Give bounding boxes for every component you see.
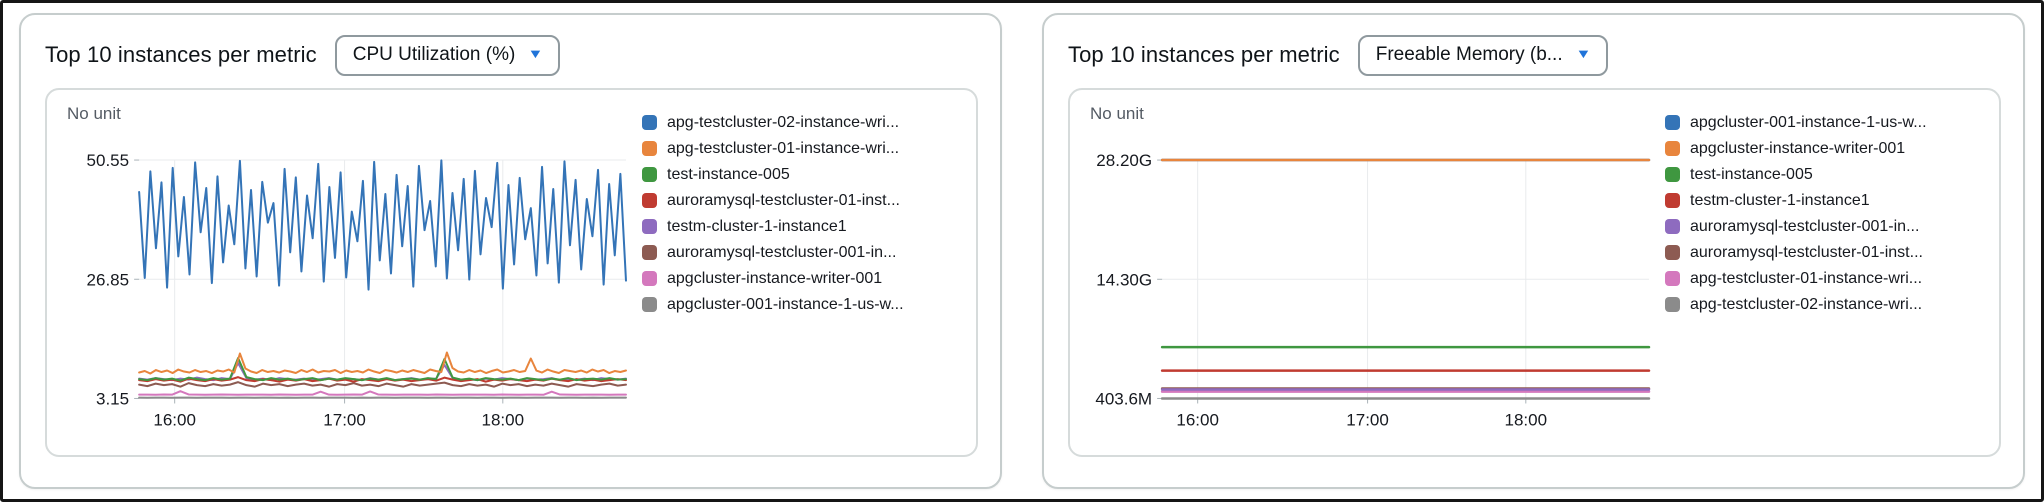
legend-swatch-icon: [642, 141, 657, 157]
x-tick-label: 18:00: [482, 410, 525, 429]
unit-label: No unit: [67, 103, 121, 123]
metric-dropdown[interactable]: Freeable Memory (b... ▼: [1357, 35, 1608, 76]
legend-item[interactable]: auroramysql-testcluster-01-inst...: [642, 192, 962, 210]
metric-dropdown-label: CPU Utilization (%): [352, 44, 516, 65]
legend-label: apgcluster-instance-writer-001: [667, 269, 883, 287]
legend-label: apgcluster-001-instance-1-us-w...: [1690, 113, 1927, 131]
x-tick-label: 18:00: [1505, 410, 1548, 429]
metric-dropdown-label: Freeable Memory (b...: [1375, 44, 1563, 65]
panel-title: Top 10 instances per metric: [1068, 42, 1340, 68]
unit-label: No unit: [1090, 103, 1144, 123]
series-line-3: [138, 356, 627, 382]
panel-title: Top 10 instances per metric: [45, 42, 317, 68]
legend-item[interactable]: testm-cluster-1-instance1: [642, 218, 962, 236]
legend-swatch-icon: [1665, 141, 1680, 157]
legend: apg-testcluster-02-instance-wri... apg-te…: [636, 102, 966, 447]
legend-label: apgcluster-instance-writer-001: [1690, 139, 1906, 157]
plot-column: No unit 50.55 26.85 3.15 16:00 17:00 18:00: [65, 102, 636, 447]
legend-label: auroramysql-testcluster-01-inst...: [667, 191, 900, 209]
legend-swatch-icon: [642, 219, 657, 235]
y-tick-label: 403.6M: [1095, 389, 1152, 408]
legend-swatch-icon: [1665, 193, 1680, 209]
legend-label: testm-cluster-1-instance1: [1690, 191, 1870, 209]
y-tick-label: 28.20G: [1096, 151, 1152, 170]
x-tick-label: 17:00: [323, 410, 366, 429]
legend-label: auroramysql-testcluster-001-in...: [1690, 217, 1920, 235]
metric-panel-memory: Top 10 instances per metric Freeable Mem…: [1042, 13, 2025, 489]
legend-item[interactable]: test-instance-005: [642, 166, 962, 184]
legend-label: apgcluster-001-instance-1-us-w...: [667, 295, 904, 313]
legend-swatch-icon: [1665, 297, 1680, 313]
y-tick-label: 26.85: [87, 270, 130, 289]
legend-item[interactable]: test-instance-005: [1665, 166, 1985, 184]
legend: apgcluster-001-instance-1-us-w... apgclus…: [1659, 102, 1989, 447]
legend-item[interactable]: apgcluster-001-instance-1-us-w...: [642, 296, 962, 314]
series-line-1: [138, 159, 627, 291]
legend-swatch-icon: [642, 115, 657, 131]
series-line-2: [138, 351, 627, 375]
legend-swatch-icon: [642, 297, 657, 313]
chevron-down-icon: ▼: [527, 46, 544, 62]
y-tick-label: 3.15: [96, 389, 129, 408]
memory-chart[interactable]: 28.20G 14.30G 403.6M 16:00 17:00 18:00: [1088, 128, 1659, 445]
metric-panel-cpu: Top 10 instances per metric CPU Utilizat…: [19, 13, 1002, 489]
legend-label: auroramysql-testcluster-01-inst...: [1690, 243, 1923, 261]
x-tick-label: 17:00: [1346, 410, 1389, 429]
legend-label: test-instance-005: [667, 165, 790, 183]
chart-panel: No unit 50.55 26.85 3.15 16:00 17:00 18:00 ap…: [45, 87, 978, 457]
legend-label: auroramysql-testcluster-001-in...: [667, 243, 897, 261]
legend-swatch-icon: [1665, 219, 1680, 235]
y-tick-label: 50.55: [87, 151, 130, 170]
legend-item[interactable]: apg-testcluster-02-instance-wri...: [642, 114, 962, 132]
chevron-down-icon: ▼: [1575, 46, 1592, 62]
legend-item[interactable]: apg-testcluster-01-instance-wri...: [1665, 270, 1985, 288]
legend-swatch-icon: [642, 271, 657, 287]
legend-label: apg-testcluster-02-instance-wri...: [667, 113, 900, 131]
legend-item[interactable]: auroramysql-testcluster-001-in...: [1665, 218, 1985, 236]
legend-item[interactable]: testm-cluster-1-instance1: [1665, 192, 1985, 210]
cpu-chart[interactable]: 50.55 26.85 3.15 16:00 17:00 18:00: [65, 128, 636, 445]
series-line-6: [138, 380, 627, 388]
legend-label: apg-testcluster-01-instance-wri...: [667, 139, 900, 157]
cpu-plot-canvas[interactable]: 50.55 26.85 3.15 16:00 17:00 18:00: [65, 128, 636, 445]
plot-column: No unit 28.20G 14.30G 403.6M 16:00 17:00 18:0…: [1088, 102, 1659, 447]
legend-label: testm-cluster-1-instance1: [667, 217, 847, 235]
legend-swatch-icon: [642, 245, 657, 261]
legend-label: apg-testcluster-02-instance-wri...: [1690, 295, 1923, 313]
legend-swatch-icon: [1665, 115, 1680, 131]
legend-swatch-icon: [1665, 271, 1680, 287]
legend-swatch-icon: [642, 167, 657, 183]
legend-label: test-instance-005: [1690, 165, 1813, 183]
series-line-7: [138, 389, 627, 396]
chart-panel: No unit 28.20G 14.30G 403.6M 16:00 17:00 18:0…: [1068, 87, 2001, 457]
legend-swatch-icon: [1665, 245, 1680, 261]
memory-plot-canvas[interactable]: 28.20G 14.30G 403.6M 16:00 17:00 18:00: [1088, 128, 1659, 445]
y-tick-label: 14.30G: [1096, 270, 1152, 289]
panel-header: Top 10 instances per metric CPU Utilizat…: [45, 35, 978, 76]
legend-item[interactable]: apgcluster-instance-writer-001: [642, 270, 962, 288]
metric-dropdown[interactable]: CPU Utilization (%) ▼: [334, 35, 561, 76]
legend-swatch-icon: [642, 193, 657, 209]
x-tick-label: 16:00: [1176, 410, 1219, 429]
panel-header: Top 10 instances per metric Freeable Mem…: [1068, 35, 2001, 76]
legend-item[interactable]: apgcluster-001-instance-1-us-w...: [1665, 114, 1985, 132]
legend-item[interactable]: apgcluster-instance-writer-001: [1665, 140, 1985, 158]
legend-item[interactable]: auroramysql-testcluster-001-in...: [642, 244, 962, 262]
legend-item[interactable]: apg-testcluster-01-instance-wri...: [642, 140, 962, 158]
x-tick-label: 16:00: [153, 410, 196, 429]
legend-swatch-icon: [1665, 167, 1680, 183]
legend-item[interactable]: apg-testcluster-02-instance-wri...: [1665, 296, 1985, 314]
legend-label: apg-testcluster-01-instance-wri...: [1690, 269, 1923, 287]
legend-item[interactable]: auroramysql-testcluster-01-inst...: [1665, 244, 1985, 262]
